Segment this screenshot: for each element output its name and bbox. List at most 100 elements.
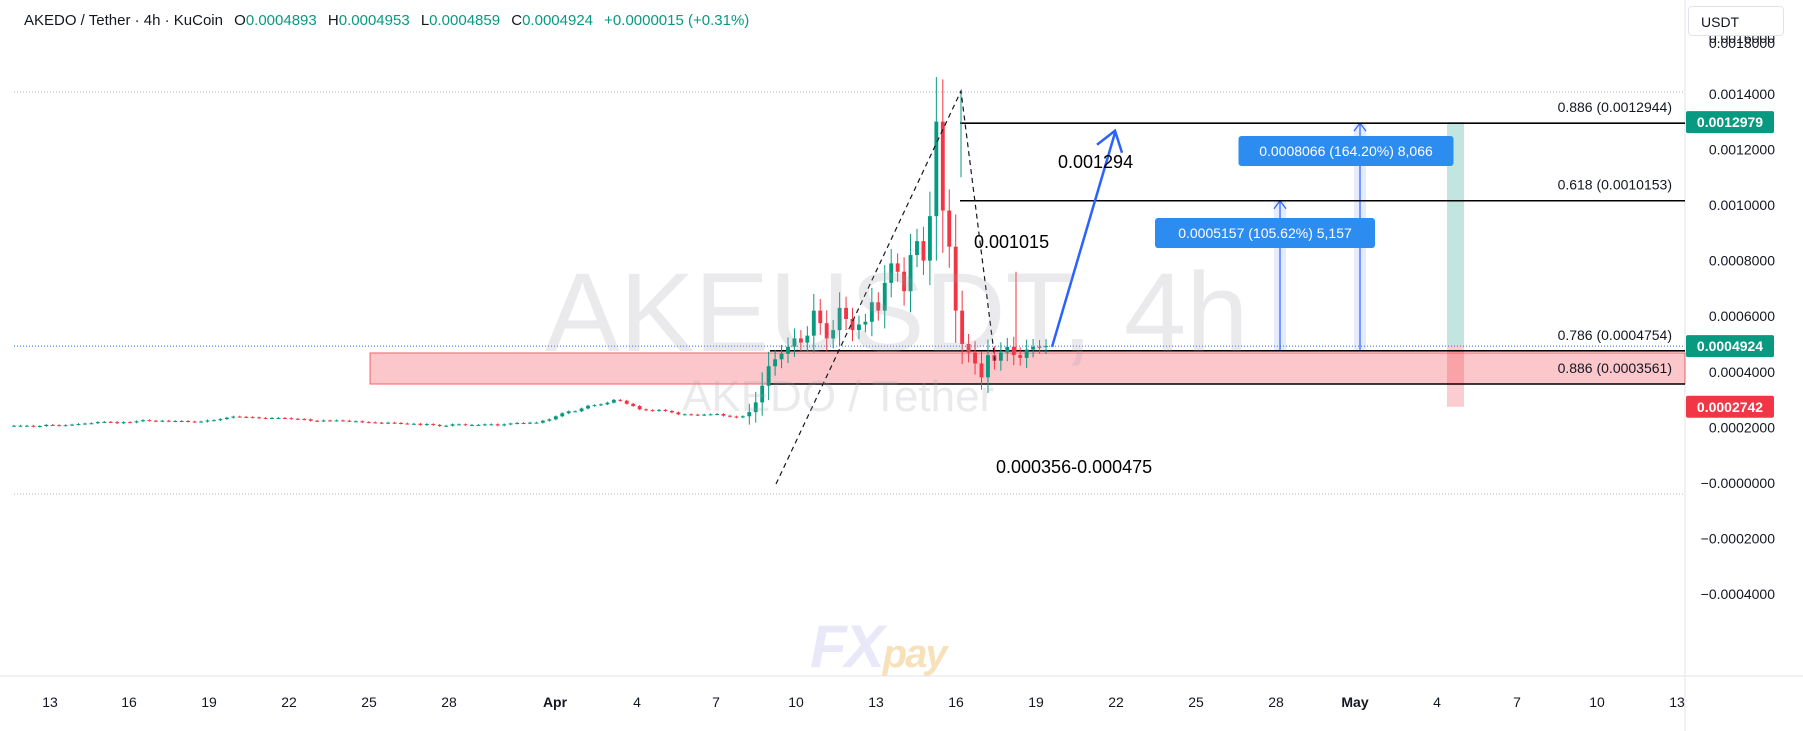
candle-body (276, 417, 281, 419)
candle-body (553, 416, 558, 420)
x-tick-label: 16 (121, 694, 137, 710)
symbol-name[interactable]: AKEDO / Tether · 4h · KuCoin (24, 12, 223, 29)
candle-body (44, 424, 49, 427)
x-tick-label: May (1341, 694, 1368, 710)
close-value: 0.0004924 (522, 12, 593, 29)
candle-body (818, 310, 823, 324)
candle-body (373, 422, 378, 424)
candle-body (669, 410, 674, 413)
candle-body (734, 416, 739, 418)
candle-body (173, 421, 178, 423)
high-label: H (327, 12, 339, 29)
candle-body (353, 421, 358, 423)
candle-body (147, 420, 152, 422)
x-tick-label: 25 (1188, 694, 1204, 710)
candle-body (528, 422, 532, 424)
x-tick-label: 28 (1268, 694, 1284, 710)
candle-body (89, 423, 94, 425)
x-tick-label: 13 (868, 694, 884, 710)
candle-body (102, 421, 107, 423)
candle-body (624, 400, 629, 404)
candle-body (644, 409, 649, 411)
candle-body (547, 419, 552, 421)
projection-arrow-head (1096, 128, 1124, 154)
y-tick-label: 0.0002000 (1709, 419, 1775, 435)
fib-label: 0.886 (0.0003561) (1558, 360, 1672, 376)
candle-body (947, 210, 952, 247)
candle-body (921, 241, 926, 261)
candle-body (192, 421, 197, 423)
x-tick-label: 7 (1513, 694, 1521, 710)
target-mid-label: 0.001015 (974, 232, 1049, 252)
candle-body (844, 307, 848, 319)
candle-body (650, 410, 655, 412)
candle-body (934, 121, 939, 217)
candle-body (437, 424, 442, 427)
candle-body (418, 423, 423, 425)
candle-body (83, 423, 87, 425)
high-value: 0.0004953 (338, 12, 410, 29)
candle-body (728, 415, 732, 417)
candle-body (966, 344, 971, 353)
candle-body (366, 422, 371, 424)
candle-body (515, 422, 520, 424)
candle-body (753, 402, 758, 413)
candle-body (895, 263, 900, 272)
low-value: 0.0004859 (429, 12, 501, 29)
x-tick-label: 19 (1028, 694, 1044, 710)
y-tick-label: 0.0012000 (1709, 141, 1775, 157)
candle-body (560, 413, 565, 417)
candle-body (289, 418, 294, 420)
candle-body (489, 424, 494, 426)
candle-body (631, 403, 636, 406)
candle-body (1031, 346, 1036, 350)
candle-body (308, 419, 313, 421)
candle-body (540, 420, 545, 423)
candle-body (837, 307, 842, 331)
logo-pay: pay (882, 632, 948, 676)
price-badge-text: 0.0004924 (1697, 338, 1763, 354)
candle-body (360, 421, 365, 423)
candle-body (637, 405, 642, 410)
currency-unit-selector[interactable]: USDT (1688, 6, 1784, 36)
candle-body (953, 246, 958, 311)
candle-body (792, 338, 797, 347)
candle-body (850, 318, 855, 331)
candle-body (831, 330, 836, 339)
candle-body (379, 422, 384, 424)
candle-body (721, 414, 726, 416)
y-tick-label: −0.0002000 (1701, 531, 1776, 547)
candle-body (218, 419, 223, 421)
candle-body (315, 420, 320, 422)
y-tick-label-partial: 0.0018000 (1709, 35, 1775, 51)
candle-body (760, 385, 765, 403)
candle-body (63, 425, 68, 427)
candle-body (740, 416, 745, 418)
candle-body (805, 335, 810, 343)
candle-body (889, 263, 894, 283)
target-high-label: 0.001294 (1058, 152, 1133, 172)
price-range-measures: 0.0008066 (164.20%) 8,066 0.0005157 (105.… (1155, 122, 1464, 407)
candle-body (605, 402, 610, 405)
candle-body (302, 419, 307, 421)
price-axis: 0.00160000.00140000.00120000.00100000.00… (1686, 30, 1775, 602)
candle-body (411, 423, 416, 425)
measure-164-label-box (1238, 136, 1454, 166)
price-badge-box (1686, 335, 1774, 358)
candle-body (695, 414, 700, 416)
candle-body (250, 417, 255, 419)
candle-body (592, 405, 597, 407)
candle-body (715, 414, 719, 416)
candle-body (689, 414, 694, 416)
candle-body (998, 352, 1003, 361)
candle-body (702, 414, 707, 416)
candle-body (392, 422, 397, 424)
candle-body (521, 422, 526, 424)
candle-body (12, 425, 16, 427)
candle-body (141, 420, 145, 422)
candle-body (882, 282, 887, 311)
candle-body (444, 425, 449, 427)
fxpay-logo: FXpay (810, 612, 948, 681)
x-tick-label: 4 (633, 694, 641, 710)
